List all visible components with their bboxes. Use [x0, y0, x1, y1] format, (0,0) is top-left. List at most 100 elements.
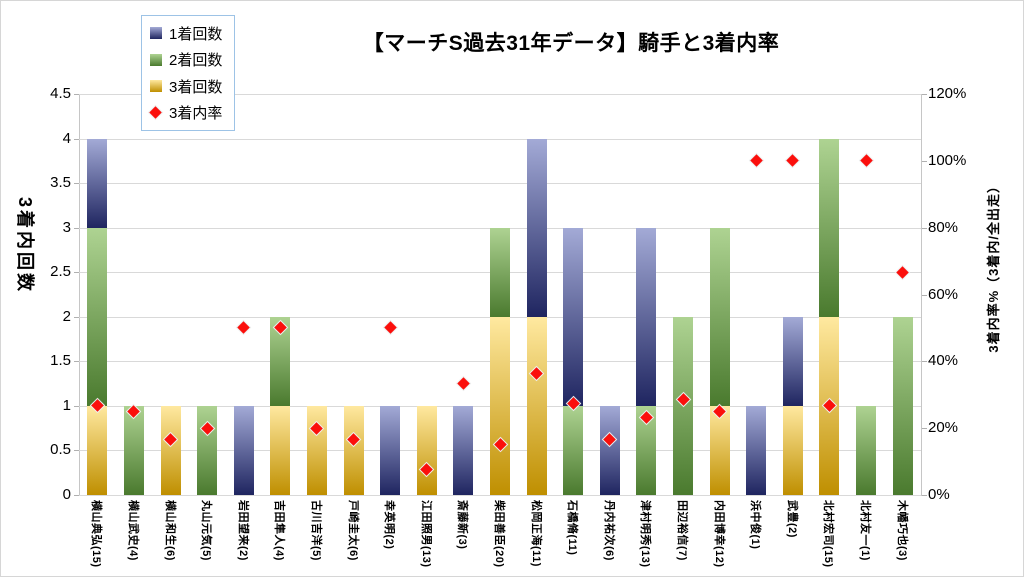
- bar-segment-third: [307, 406, 327, 495]
- left-tick-label: 4: [62, 130, 71, 147]
- right-tick-label: 20%: [928, 419, 959, 436]
- bar-segment-second: [673, 317, 693, 495]
- category-label: 木幡巧也(3): [896, 500, 908, 561]
- bar-segment-second: [270, 317, 290, 406]
- bar-segment-third: [527, 317, 547, 495]
- bar-segment-first: [527, 139, 547, 317]
- bar-segment-second: [124, 406, 144, 495]
- category-label: 浜中俊(1): [749, 500, 761, 550]
- legend-item-rate: 3着内率: [147, 102, 223, 123]
- category-label: 古川吉洋(5): [310, 500, 322, 561]
- bar-segment-third: [490, 317, 510, 495]
- bar-segment-first: [563, 228, 583, 406]
- legend-label: 3着回数: [169, 78, 223, 96]
- legend-item-third: 3着回数: [150, 76, 222, 97]
- left-tick-label: 4.5: [50, 85, 71, 102]
- right-tick-label: 0%: [928, 486, 950, 503]
- left-tick-label: 2.5: [50, 263, 71, 280]
- category-label: 幸英明(2): [383, 500, 395, 550]
- legend: 1着回数 2着回数 3着回数 3着内率: [141, 15, 236, 131]
- gridline: [79, 183, 921, 184]
- left-axis-line: [79, 94, 80, 496]
- rate-marker: [894, 264, 911, 281]
- category-label: 丸山元気(5): [200, 500, 212, 561]
- bar-segment-first: [746, 406, 766, 495]
- bar-segment-second: [197, 406, 217, 495]
- right-tick-label: 120%: [928, 85, 967, 102]
- bar-segment-third: [710, 406, 730, 495]
- left-tick-label: 1: [62, 397, 71, 414]
- first-place-swatch-icon: [150, 27, 162, 40]
- left-tick-label: 3.5: [50, 174, 71, 191]
- bar-segment-first: [600, 406, 620, 495]
- category-label: 横山和生(6): [164, 500, 176, 561]
- left-tick-label: 0.5: [50, 441, 71, 458]
- bar-segment-third: [87, 406, 107, 495]
- gridline: [79, 495, 921, 496]
- bar-segment-third: [161, 406, 181, 495]
- rate-marker: [858, 152, 875, 169]
- right-tick-label: 80%: [928, 219, 959, 236]
- left-tick-label: 0: [62, 486, 71, 503]
- left-tick-mark: [74, 228, 79, 229]
- left-tick-mark: [74, 495, 79, 496]
- left-tick-mark: [74, 406, 79, 407]
- right-tick-mark: [922, 295, 927, 296]
- left-tick-mark: [74, 272, 79, 273]
- category-label: 北村宏司(15): [822, 500, 834, 568]
- bar-segment-second: [636, 406, 656, 495]
- bar-segment-third: [344, 406, 364, 495]
- left-tick-mark: [74, 139, 79, 140]
- left-tick-label: 3: [62, 219, 71, 236]
- category-label: 北村友一(1): [859, 500, 871, 561]
- bar-segment-first: [783, 317, 803, 406]
- category-label: 松岡正海(11): [530, 500, 542, 567]
- second-place-swatch-icon: [150, 53, 162, 66]
- bar-segment-first: [636, 228, 656, 406]
- legend-label: 3着内率: [169, 105, 223, 123]
- rate-marker: [748, 152, 765, 169]
- left-tick-mark: [74, 94, 79, 95]
- right-tick-mark: [922, 161, 927, 162]
- right-tick-mark: [922, 428, 927, 429]
- right-tick-label: 40%: [928, 352, 959, 369]
- left-tick-label: 1.5: [50, 352, 71, 369]
- bar-segment-first: [87, 139, 107, 228]
- category-label: 横山典弘(15): [90, 500, 102, 568]
- bar-segment-second: [819, 139, 839, 317]
- category-label: 丹内祐次(6): [603, 500, 615, 561]
- bar-segment-first: [380, 406, 400, 495]
- rate-marker: [235, 319, 252, 336]
- right-axis-title: 3着内率%（3着内/全出走）: [986, 179, 1001, 353]
- legend-item-second: 2着回数: [150, 49, 222, 70]
- category-label: 横山武史(4): [127, 500, 139, 561]
- legend-label: 1着回数: [169, 25, 223, 43]
- category-label: 石橋脩(11): [566, 500, 578, 556]
- gridline: [79, 94, 921, 95]
- rate-diamond-icon: [147, 104, 164, 121]
- bar-segment-first: [234, 406, 254, 495]
- third-place-swatch-icon: [150, 80, 162, 93]
- left-tick-mark: [74, 450, 79, 451]
- right-axis-line: [921, 94, 922, 496]
- category-label: 武豊(2): [786, 500, 798, 538]
- bar-segment-second: [490, 228, 510, 317]
- category-label: 吉田隼人(4): [273, 500, 285, 561]
- left-tick-mark: [74, 361, 79, 362]
- bar-segment-third: [270, 406, 290, 495]
- rate-marker: [455, 375, 472, 392]
- bar-segment-second: [710, 228, 730, 406]
- category-label: 斎藤新(3): [456, 500, 468, 550]
- plot-area: [79, 94, 921, 496]
- bar-segment-second: [87, 228, 107, 406]
- bar-segment-first: [453, 406, 473, 495]
- right-tick-label: 60%: [928, 286, 959, 303]
- category-label: 津村明秀(13): [639, 500, 651, 568]
- category-label: 内田博幸(12): [713, 500, 725, 568]
- right-tick-mark: [922, 228, 927, 229]
- bar-segment-third: [417, 406, 437, 495]
- left-tick-label: 2: [62, 308, 71, 325]
- category-label: 戸崎圭太(6): [347, 500, 359, 561]
- right-tick-mark: [922, 94, 927, 95]
